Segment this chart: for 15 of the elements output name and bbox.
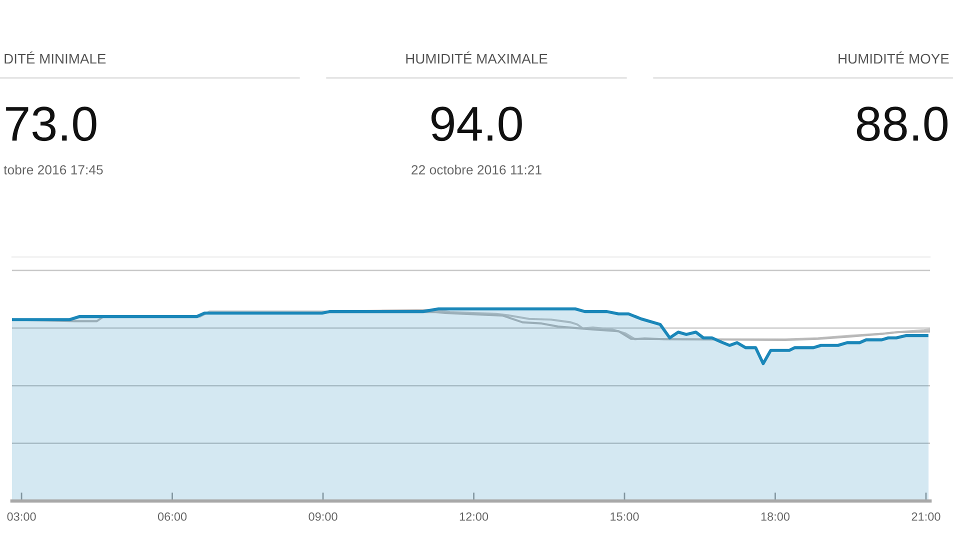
x-tick-label: 06:00 [158,512,187,521]
x-tick-label: 03:00 [7,512,36,521]
text: DITÉ MINIMALE [4,51,106,64]
x-tick-label: 18:00 [761,512,790,521]
text: 88.0 [856,106,948,142]
text: tobre 2016 17:45 [4,164,103,174]
text: 94.0 [431,106,522,142]
x-tick-label: 09:00 [308,512,338,521]
x-tick-label: 15:00 [610,512,639,521]
text: HUMIDITÉ MOYE [838,51,949,64]
text: 22 octobre 2016 11:21 [412,164,542,174]
x-tick-label: 12:00 [460,512,488,521]
x-tick-label: 21:00 [912,512,940,521]
text: 73.0 [6,106,96,142]
text: HUMIDITÉ MAXIMALE [406,51,548,64]
